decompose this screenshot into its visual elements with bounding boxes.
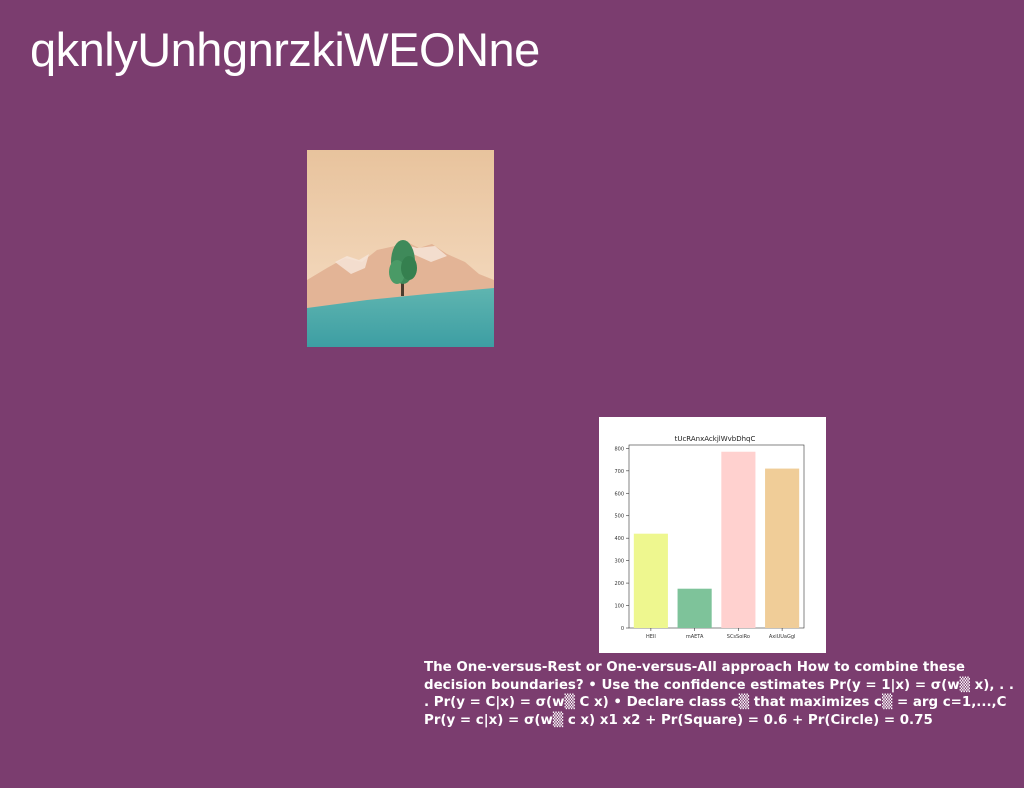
x-tick-label: SCsSoiRo (727, 634, 750, 640)
chart-title: tUcRAnxAckjlWvbDhqC (675, 435, 756, 443)
y-tick-label: 100 (614, 604, 624, 610)
y-tick-label: 300 (614, 559, 624, 565)
x-tick-label: HEII (646, 634, 656, 640)
y-tick-label: 800 (614, 446, 624, 452)
y-tick-label: 600 (614, 491, 624, 497)
y-tick-label: 500 (614, 514, 624, 520)
y-tick-label: 0 (621, 626, 624, 632)
x-tick-label: AxiUUaGgl (769, 634, 796, 640)
y-tick-label: 700 (614, 469, 624, 475)
landscape-image (307, 150, 494, 347)
plot-frame (628, 444, 805, 629)
landscape-photo (307, 150, 494, 347)
slide-caption: The One-versus-Rest or One-versus-All ap… (424, 660, 1014, 728)
bar-chart: tUcRAnxAckjlWvbDhqC 0 100 200 300 400 500 600 7… (599, 417, 826, 653)
bar (765, 468, 800, 628)
y-tick-label: 400 (614, 536, 624, 542)
slide-title: qknlyUnhgnrzkiWEONne (30, 23, 540, 76)
bar (677, 588, 712, 628)
bar (633, 533, 668, 628)
bar-chart-svg: tUcRAnxAckjlWvbDhqC 0 100 200 300 400 500 600 7… (614, 435, 805, 640)
x-tick-label: mAETA (686, 634, 704, 640)
y-tick-label: 200 (614, 581, 624, 587)
bar (721, 451, 756, 628)
